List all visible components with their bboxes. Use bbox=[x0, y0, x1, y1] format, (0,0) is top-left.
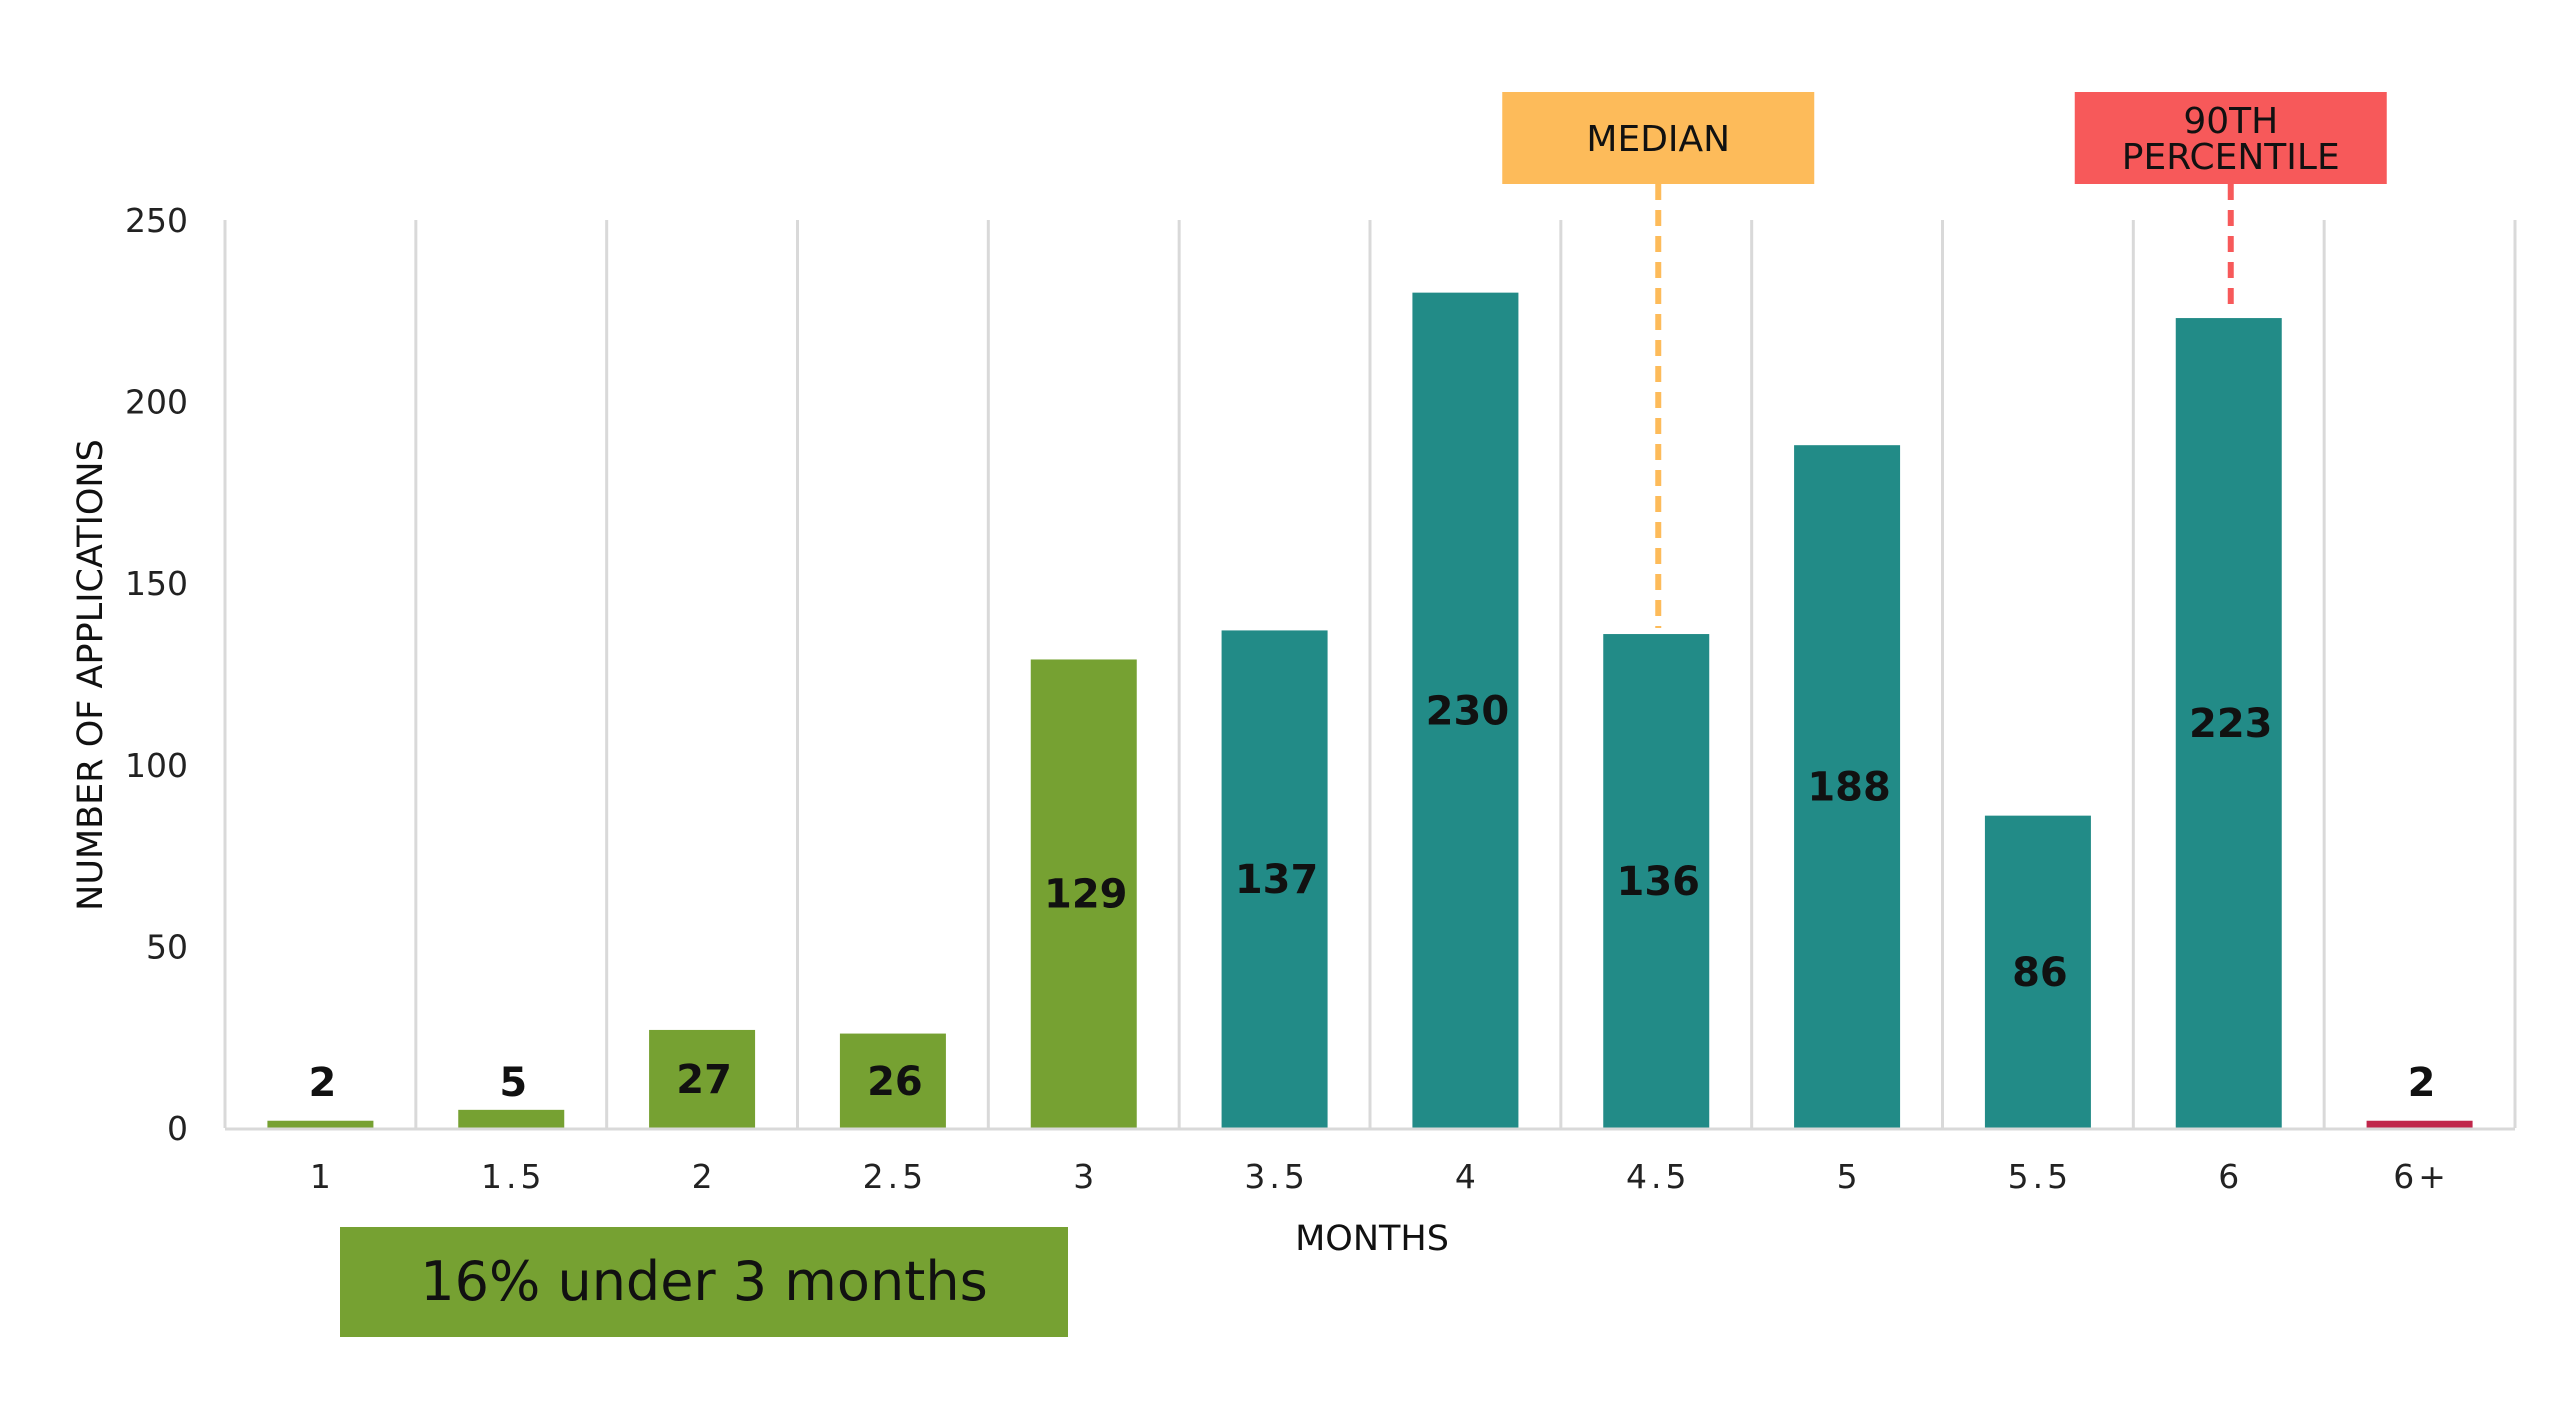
bar-1.5 bbox=[458, 1109, 565, 1128]
y-axis-title: NUMBER OF APPLICATIONS bbox=[71, 439, 111, 911]
note-text: 16% under 3 months bbox=[420, 1250, 987, 1313]
x-tick-label: 6 bbox=[2218, 1157, 2243, 1196]
annotation-text: MEDIAN bbox=[1586, 119, 1730, 160]
x-tick-label: 5 bbox=[1837, 1157, 1862, 1196]
data-label: 27 bbox=[676, 1057, 732, 1103]
bar-2 bbox=[649, 1029, 756, 1128]
data-label: 188 bbox=[1807, 765, 1891, 811]
y-tick-label: 150 bbox=[125, 564, 188, 603]
x-tick-label: 4 bbox=[1455, 1157, 1480, 1196]
x-tick-label: 5.5 bbox=[2008, 1157, 2072, 1196]
annotation-4.5: MEDIAN bbox=[1502, 92, 1815, 629]
bar-4.5 bbox=[1603, 634, 1710, 1128]
data-label: 129 bbox=[1044, 872, 1128, 918]
bar-2.5 bbox=[839, 1033, 946, 1128]
x-tick-label: 4.5 bbox=[1626, 1157, 1690, 1196]
grid-lines bbox=[223, 220, 2517, 1128]
data-label: 223 bbox=[2189, 701, 2273, 747]
data-label: 230 bbox=[1426, 688, 1510, 734]
annotation-text: PERCENTILE bbox=[2122, 137, 2340, 178]
x-tick-label: 1.5 bbox=[481, 1157, 545, 1196]
data-labels: 2 5 27 26 129 137 230 136 188 86 223 2 bbox=[308, 688, 2435, 1106]
bar-4 bbox=[1412, 292, 1519, 1128]
data-label: 136 bbox=[1617, 859, 1701, 905]
bar-6+ bbox=[2366, 1120, 2473, 1128]
bar-3.5 bbox=[1221, 630, 1328, 1128]
bar-5.5 bbox=[1984, 815, 2091, 1128]
data-label: 137 bbox=[1235, 857, 1319, 903]
annotation-box bbox=[1502, 92, 1815, 184]
bar-6 bbox=[2175, 318, 2282, 1129]
y-axis: 0 50 100 150 200 250 bbox=[125, 201, 188, 1148]
x-tick-label: 2.5 bbox=[863, 1157, 927, 1196]
note-box bbox=[340, 1227, 1068, 1337]
data-label: 26 bbox=[867, 1059, 923, 1105]
bar-5 bbox=[1794, 445, 1901, 1129]
x-tick-label: 3.5 bbox=[1244, 1157, 1308, 1196]
data-label: 2 bbox=[308, 1060, 336, 1106]
y-tick-label: 50 bbox=[146, 927, 188, 966]
annotation-box bbox=[2074, 92, 2387, 184]
x-tick-label: 2 bbox=[692, 1157, 717, 1196]
x-tick-label: 3 bbox=[1073, 1157, 1098, 1196]
x-tick-label: 6+ bbox=[2393, 1157, 2450, 1196]
bar-3 bbox=[1030, 659, 1137, 1128]
note-callout: 16% under 3 months bbox=[340, 1227, 1068, 1337]
bar-1 bbox=[267, 1120, 374, 1128]
bars bbox=[267, 292, 2473, 1129]
y-tick-label: 200 bbox=[125, 383, 188, 422]
y-tick-label: 0 bbox=[167, 1109, 188, 1148]
y-tick-label: 100 bbox=[125, 746, 188, 785]
y-tick-label: 250 bbox=[125, 201, 188, 240]
annotation-text: 90TH bbox=[2183, 101, 2278, 142]
data-label: 86 bbox=[2012, 950, 2068, 996]
x-axis-title: MONTHS bbox=[1295, 1219, 1449, 1259]
data-label: 2 bbox=[2408, 1060, 2436, 1106]
x-tick-label: 1 bbox=[310, 1157, 335, 1196]
data-label: 5 bbox=[499, 1060, 527, 1106]
x-axis: 1 1.5 2 2.5 3 3.5 4 4.5 5 5.5 6 6+ bbox=[310, 1157, 2450, 1196]
